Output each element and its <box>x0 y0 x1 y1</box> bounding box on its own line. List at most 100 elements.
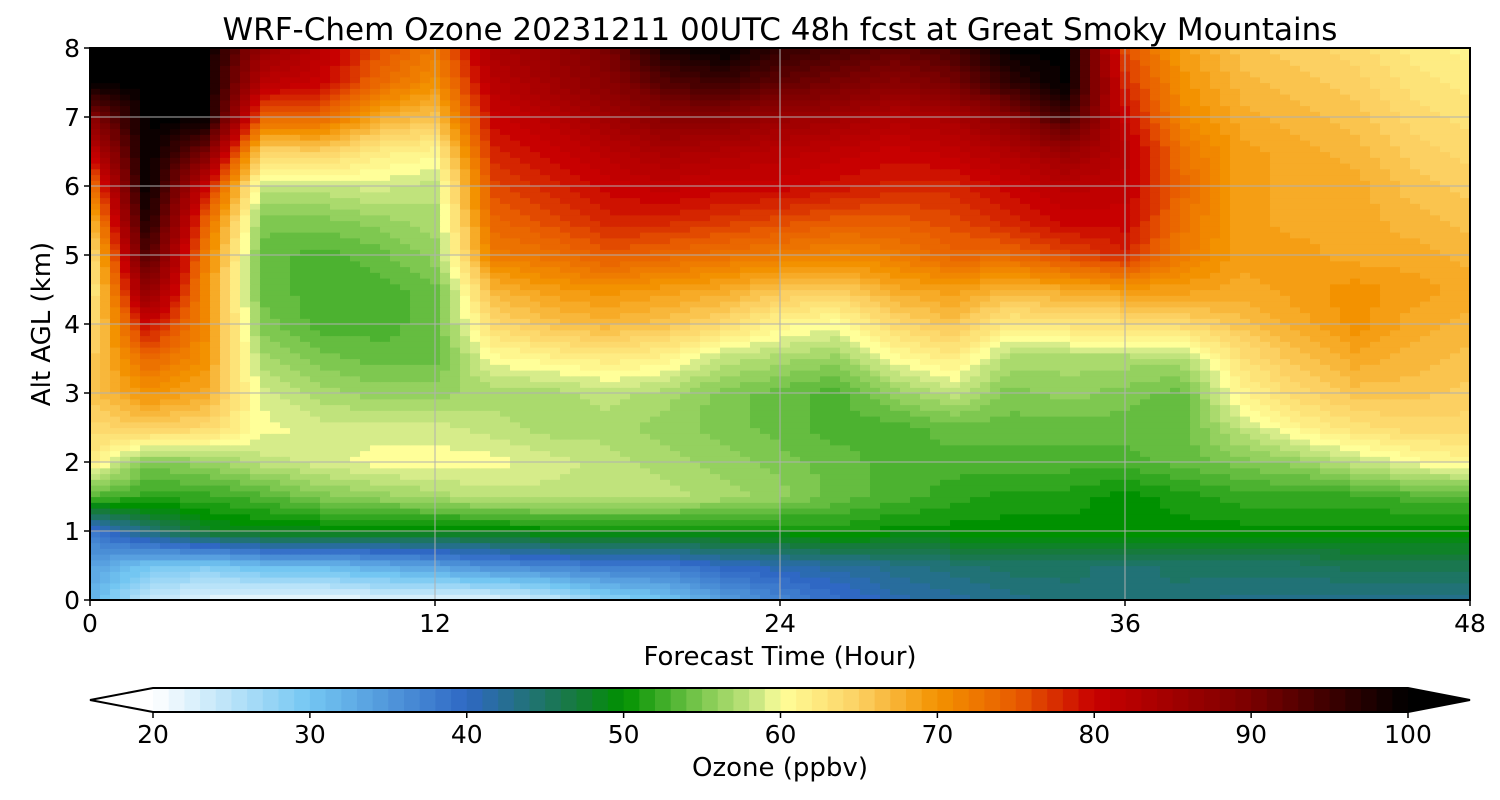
heatmap-cell <box>440 565 451 572</box>
heatmap-cell <box>210 525 221 532</box>
heatmap-cell <box>680 531 691 538</box>
heatmap-cell <box>1210 393 1221 400</box>
heatmap-cell <box>520 393 531 400</box>
heatmap-cell <box>1220 485 1231 492</box>
heatmap-cell <box>1110 433 1121 440</box>
heatmap-cell <box>420 582 431 590</box>
heatmap-cell <box>1060 571 1071 578</box>
heatmap-cell <box>1240 444 1251 452</box>
heatmap-cell <box>970 571 981 578</box>
heatmap-cell <box>940 398 951 406</box>
heatmap-cell <box>110 393 121 400</box>
heatmap-cell <box>960 467 971 475</box>
heatmap-cell <box>580 525 591 532</box>
heatmap-cell <box>880 548 891 555</box>
heatmap-cell <box>960 421 971 429</box>
heatmap-cell <box>250 444 261 452</box>
heatmap-cell <box>900 525 911 532</box>
heatmap-cell <box>460 536 471 544</box>
heatmap-cell <box>590 542 601 549</box>
heatmap-cell <box>700 519 711 526</box>
heatmap-cell <box>570 554 581 561</box>
heatmap-cell <box>540 421 551 429</box>
heatmap-cell <box>250 439 261 446</box>
heatmap-cell <box>1390 404 1401 411</box>
heatmap-cell <box>1050 571 1061 578</box>
heatmap-cell <box>1100 531 1111 538</box>
heatmap-cell <box>160 542 171 549</box>
heatmap-cell <box>1190 427 1201 434</box>
heatmap-cell <box>1200 473 1211 480</box>
heatmap-cell <box>990 502 1001 509</box>
heatmap-cell <box>1460 508 1471 515</box>
heatmap-cell <box>140 548 151 555</box>
heatmap-cell <box>1170 508 1181 515</box>
heatmap-cell <box>390 519 401 526</box>
heatmap-cell <box>1380 490 1391 498</box>
heatmap-cell <box>1000 404 1011 411</box>
heatmap-cell <box>1380 421 1391 429</box>
heatmap-cell <box>1460 467 1471 475</box>
heatmap-cell <box>180 513 191 521</box>
heatmap-cell <box>640 450 651 457</box>
heatmap-cell <box>1330 485 1341 492</box>
heatmap-cell <box>520 456 531 463</box>
heatmap-cell <box>320 554 331 561</box>
heatmap-cell <box>490 398 501 406</box>
heatmap-cell <box>260 416 271 423</box>
heatmap-cell <box>840 398 851 406</box>
heatmap-cell <box>1330 571 1341 578</box>
heatmap-cell <box>330 398 341 406</box>
heatmap-cell <box>820 479 831 486</box>
heatmap-cell <box>710 531 721 538</box>
heatmap-cell <box>790 513 801 521</box>
heatmap-cell <box>130 531 141 538</box>
heatmap-cell <box>250 479 261 486</box>
heatmap-cell <box>1000 485 1011 492</box>
heatmap-cell <box>1360 410 1371 417</box>
heatmap-cell <box>840 513 851 521</box>
heatmap-cell <box>340 462 351 469</box>
heatmap-cell <box>470 542 481 549</box>
heatmap-cell <box>500 508 511 515</box>
heatmap-cell <box>1170 467 1181 475</box>
heatmap-cell <box>810 577 821 584</box>
heatmap-cell <box>1060 410 1071 417</box>
heatmap-cell <box>1460 513 1471 521</box>
heatmap-cell <box>480 490 491 498</box>
heatmap-cell <box>950 531 961 538</box>
heatmap-cell <box>1030 496 1041 503</box>
heatmap-cell <box>350 456 361 463</box>
heatmap-cell <box>180 594 191 601</box>
heatmap-cell <box>450 456 461 463</box>
heatmap-cell <box>870 565 881 572</box>
heatmap-cell <box>950 456 961 463</box>
heatmap-cell <box>110 508 121 515</box>
heatmap-cell <box>710 456 721 463</box>
heatmap-cell <box>1410 416 1421 423</box>
heatmap-cell <box>160 473 171 480</box>
heatmap-cell <box>980 393 991 400</box>
heatmap-cell <box>1260 427 1271 434</box>
heatmap-cell <box>700 444 711 452</box>
heatmap-cell <box>560 421 571 429</box>
heatmap-cell <box>940 404 951 411</box>
heatmap-cell <box>450 416 461 423</box>
heatmap-cell <box>1290 548 1301 555</box>
heatmap-cell <box>550 594 561 601</box>
heatmap-cell <box>250 548 261 555</box>
heatmap-cell <box>1070 490 1081 498</box>
heatmap-cell <box>230 582 241 590</box>
heatmap-cell <box>460 439 471 446</box>
heatmap-cell <box>1420 542 1431 549</box>
heatmap-cell <box>290 439 301 446</box>
heatmap-cell <box>750 525 761 532</box>
heatmap-cell <box>1040 588 1051 595</box>
heatmap-cell <box>150 427 161 434</box>
heatmap-cell <box>1090 456 1101 463</box>
heatmap-cell <box>560 508 571 515</box>
heatmap-cell <box>260 398 271 406</box>
heatmap-cell <box>1460 444 1471 452</box>
heatmap-cell <box>1300 479 1311 486</box>
heatmap-cell <box>380 490 391 498</box>
